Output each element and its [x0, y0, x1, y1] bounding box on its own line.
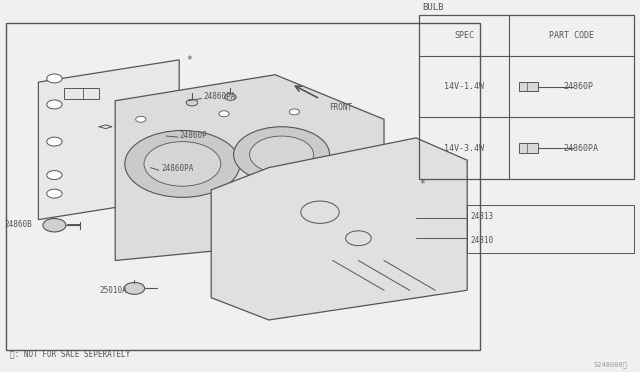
Text: 24860PA: 24860PA — [564, 144, 598, 153]
Text: ※: NOT FOR SALE SEPERATELY: ※: NOT FOR SALE SEPERATELY — [10, 350, 130, 359]
Circle shape — [144, 142, 221, 186]
Circle shape — [234, 127, 330, 183]
Circle shape — [136, 116, 146, 122]
Text: 24860PA: 24860PA — [204, 92, 236, 101]
Polygon shape — [38, 60, 179, 219]
Text: PART CODE: PART CODE — [549, 31, 594, 40]
Bar — [519, 144, 538, 153]
Bar — [333, 159, 343, 164]
Circle shape — [43, 218, 66, 232]
Circle shape — [186, 99, 198, 106]
Polygon shape — [115, 75, 384, 260]
Bar — [333, 170, 343, 175]
Circle shape — [47, 137, 62, 146]
Text: 14V-1.4W: 14V-1.4W — [444, 82, 484, 91]
Bar — [467, 205, 634, 253]
Circle shape — [225, 94, 236, 100]
Circle shape — [47, 171, 62, 180]
Circle shape — [289, 109, 300, 115]
Bar — [64, 89, 99, 99]
Text: 25010A: 25010A — [99, 286, 127, 295]
Text: 24860PA: 24860PA — [161, 164, 194, 173]
Text: 14V-3.4W: 14V-3.4W — [444, 144, 484, 153]
Circle shape — [219, 111, 229, 117]
Text: SPEC: SPEC — [454, 31, 474, 40]
Circle shape — [47, 74, 62, 83]
Circle shape — [47, 100, 62, 109]
Text: 24860P: 24860P — [564, 82, 594, 91]
Bar — [419, 15, 634, 179]
Text: *: * — [186, 55, 192, 65]
Text: *: * — [419, 179, 426, 189]
Bar — [6, 23, 480, 350]
Text: 24860P: 24860P — [179, 131, 207, 140]
Text: FRONT: FRONT — [330, 103, 353, 112]
Polygon shape — [211, 138, 467, 320]
Circle shape — [125, 131, 240, 198]
Circle shape — [250, 136, 314, 173]
Bar — [349, 176, 359, 181]
Circle shape — [124, 282, 145, 294]
Text: 24813: 24813 — [470, 212, 493, 221]
Text: BULB: BULB — [422, 3, 444, 12]
Bar — [349, 165, 359, 170]
Bar — [519, 82, 538, 92]
Text: 24810: 24810 — [470, 235, 493, 244]
Text: S248000‧: S248000‧ — [593, 362, 627, 368]
Circle shape — [47, 189, 62, 198]
Text: 24860B: 24860B — [4, 219, 32, 229]
